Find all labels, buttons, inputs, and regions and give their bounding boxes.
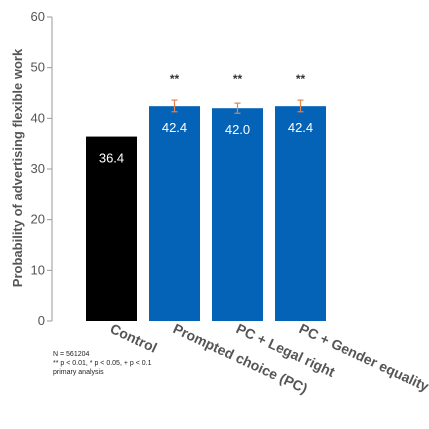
analysis-note: primary analysis bbox=[53, 369, 104, 376]
y-tick-label: 10 bbox=[31, 262, 45, 277]
y-axis: 0 10 20 30 40 50 60 bbox=[31, 9, 53, 328]
bar bbox=[275, 106, 326, 321]
y-tick-label: 50 bbox=[31, 60, 45, 75]
y-tick-label: 30 bbox=[31, 161, 45, 176]
chart-notes: N = 561204 ** p < 0.01, * p < 0.05, + p … bbox=[53, 350, 151, 377]
y-axis-label: Probability of advertising flexible work bbox=[10, 48, 25, 287]
bar bbox=[86, 136, 137, 321]
bar-value-label: 36.4 bbox=[99, 151, 124, 166]
bars bbox=[86, 99, 326, 321]
significance-marker: ** bbox=[296, 72, 306, 86]
y-tick-label: 40 bbox=[31, 110, 45, 125]
sample-size-note: N = 561204 bbox=[53, 351, 90, 358]
bar-value-label: 42.4 bbox=[288, 120, 313, 135]
significance-note: ** p < 0.01, * p < 0.05, + p < 0.1 bbox=[53, 360, 152, 367]
bar bbox=[149, 106, 200, 321]
bar bbox=[212, 108, 263, 321]
y-tick-label: 0 bbox=[38, 313, 45, 328]
y-tick-label: 20 bbox=[31, 212, 45, 227]
significance-marker: ** bbox=[233, 72, 243, 86]
bar-value-label: 42.4 bbox=[162, 120, 187, 135]
y-tick-label: 60 bbox=[31, 9, 45, 24]
bar-value-label: 42.0 bbox=[225, 122, 250, 137]
significance-marker: ** bbox=[170, 72, 180, 86]
